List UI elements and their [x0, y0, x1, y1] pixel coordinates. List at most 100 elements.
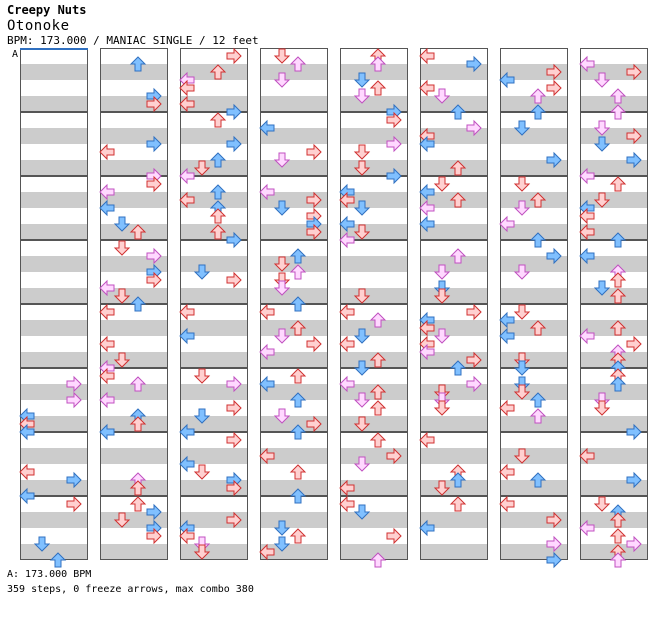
measure-box	[260, 48, 328, 112]
arrow-down-icon	[273, 152, 291, 168]
arrow-left-icon	[259, 447, 275, 465]
beat-stripe	[500, 144, 568, 160]
beat-stripe	[420, 528, 488, 544]
arrow-up-icon	[129, 224, 147, 240]
arrow-up-icon	[529, 392, 547, 408]
beat-stripe	[100, 96, 168, 112]
beat-stripe	[260, 304, 328, 320]
arrow-left-icon	[419, 47, 435, 65]
beat-stripe	[100, 544, 168, 560]
beat-stripe	[260, 416, 328, 432]
beat-stripe	[340, 496, 408, 512]
arrow-right-icon	[546, 247, 562, 265]
beat-stripe	[580, 144, 648, 160]
beat-stripe	[20, 192, 88, 208]
beat-stripe	[20, 64, 88, 80]
arrow-right-icon	[146, 95, 162, 113]
beat-stripe	[20, 416, 88, 432]
beat-stripe	[20, 400, 88, 416]
arrow-down-icon	[593, 192, 611, 208]
beat-stripe	[580, 336, 648, 352]
beat-stripe	[260, 208, 328, 224]
beat-stripe	[580, 48, 648, 64]
arrow-right-icon	[466, 303, 482, 321]
arrow-right-icon	[546, 151, 562, 169]
beat-stripe	[100, 80, 168, 96]
arrow-down-icon	[433, 264, 451, 280]
arrow-right-icon	[306, 223, 322, 241]
measure-box	[580, 432, 648, 496]
beat-stripe	[20, 384, 88, 400]
arrow-down-icon	[513, 448, 531, 464]
arrow-up-icon	[529, 408, 547, 424]
beat-stripe	[420, 176, 488, 192]
beat-stripe	[20, 288, 88, 304]
arrow-up-icon	[609, 88, 627, 104]
arrow-left-icon	[179, 423, 195, 441]
beat-stripe	[500, 256, 568, 272]
beat-stripe	[180, 512, 248, 528]
beat-stripe	[20, 496, 88, 512]
beat-stripe	[500, 208, 568, 224]
beat-stripe	[260, 496, 328, 512]
arrow-left-icon	[499, 463, 515, 481]
beat-stripe	[260, 240, 328, 256]
arrow-left-icon	[499, 327, 515, 345]
arrow-up-icon	[369, 80, 387, 96]
arrow-right-icon	[626, 127, 642, 145]
beat-stripe	[20, 304, 88, 320]
beat-stripe	[420, 352, 488, 368]
beat-stripe	[500, 416, 568, 432]
beat-stripe	[260, 336, 328, 352]
beat-stripe	[580, 160, 648, 176]
arrow-up-icon	[129, 496, 147, 512]
beat-stripe	[20, 544, 88, 560]
beat-stripe	[100, 432, 168, 448]
arrow-left-icon	[19, 423, 35, 441]
beat-stripe	[340, 208, 408, 224]
arrow-up-icon	[369, 552, 387, 568]
beat-stripe	[180, 128, 248, 144]
beat-stripe	[20, 512, 88, 528]
measure-box	[180, 368, 248, 432]
beat-stripe	[180, 288, 248, 304]
arrow-right-icon	[146, 271, 162, 289]
beat-stripe	[340, 464, 408, 480]
beat-stripe	[100, 112, 168, 128]
arrow-up-icon	[449, 248, 467, 264]
arrow-left-icon	[499, 71, 515, 89]
beat-stripe	[420, 544, 488, 560]
beat-stripe	[20, 80, 88, 96]
beat-stripe	[500, 224, 568, 240]
arrow-right-icon	[466, 119, 482, 137]
beat-stripe	[180, 384, 248, 400]
arrow-right-icon	[546, 511, 562, 529]
arrow-left-icon	[99, 199, 115, 217]
arrow-down-icon	[513, 200, 531, 216]
arrow-left-icon	[339, 495, 355, 513]
arrow-down-icon	[193, 368, 211, 384]
beat-stripe	[20, 96, 88, 112]
arrow-up-icon	[289, 464, 307, 480]
beat-stripe	[420, 320, 488, 336]
beat-stripe	[580, 256, 648, 272]
arrow-down-icon	[193, 408, 211, 424]
beat-stripe	[260, 48, 328, 64]
arrow-right-icon	[226, 135, 242, 153]
arrow-down-icon	[433, 480, 451, 496]
arrow-left-icon	[419, 199, 435, 217]
beat-stripe	[100, 384, 168, 400]
beat-stripe	[500, 528, 568, 544]
beat-stripe	[420, 272, 488, 288]
arrow-down-icon	[353, 288, 371, 304]
beat-stripe	[420, 224, 488, 240]
arrow-left-icon	[419, 519, 435, 537]
measure-box	[20, 112, 88, 176]
arrow-up-icon	[129, 480, 147, 496]
arrow-left-icon	[339, 191, 355, 209]
arrow-up-icon	[449, 160, 467, 176]
measure-box	[180, 112, 248, 176]
arrow-right-icon	[226, 231, 242, 249]
arrow-up-icon	[289, 296, 307, 312]
beat-stripe	[260, 256, 328, 272]
